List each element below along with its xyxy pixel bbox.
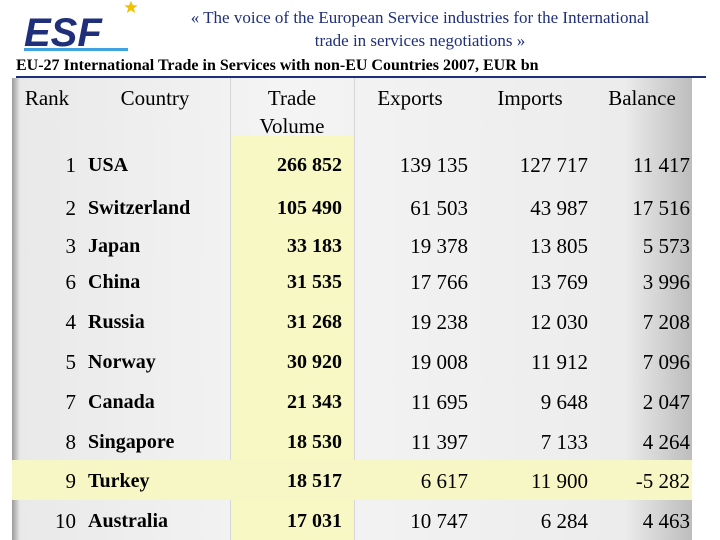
cell-imports: 12 030 <box>530 310 588 334</box>
cell-imports: 13 769 <box>530 270 588 294</box>
cell-imports: 7 133 <box>540 430 588 454</box>
cell-trade-volume: 21 343 <box>287 391 342 413</box>
cell-rank: 1 <box>65 153 77 177</box>
cell-rank: 2 <box>65 196 77 220</box>
cell-balance: 2 047 <box>642 390 690 414</box>
cell-balance: 4 463 <box>642 509 690 533</box>
column-divider <box>354 78 355 540</box>
cell-country: Japan <box>88 235 141 257</box>
header-trade-volume-line-1: Trade <box>267 86 317 110</box>
star-icon <box>124 0 138 13</box>
cell-country: Singapore <box>88 431 175 453</box>
cell-rank: 7 <box>65 390 77 414</box>
cell-balance: 17 516 <box>632 196 690 220</box>
cell-exports: 61 503 <box>410 196 468 220</box>
cell-imports: 9 648 <box>540 390 588 414</box>
cell-balance: 3 996 <box>642 270 690 294</box>
cell-imports: 127 717 <box>519 153 588 177</box>
trade-table: Rank Country Trade Volume Exports Import… <box>12 78 692 540</box>
cell-country: China <box>88 271 141 293</box>
cell-rank: 10 <box>55 509 76 533</box>
cell-trade-volume: 18 517 <box>287 470 342 492</box>
cell-balance: 4 264 <box>642 430 690 454</box>
cell-imports: 13 805 <box>530 234 588 258</box>
cell-trade-volume: 33 183 <box>287 235 342 257</box>
cell-trade-volume: 31 268 <box>287 311 342 333</box>
cell-balance: 5 573 <box>642 234 690 258</box>
cell-imports: 6 284 <box>540 509 588 533</box>
cell-country: Norway <box>88 351 156 373</box>
cell-imports: 11 900 <box>531 469 588 493</box>
header-exports: Exports <box>377 86 443 110</box>
cell-imports: 43 987 <box>530 196 588 220</box>
tagline-line-1: « The voice of the European Service indu… <box>190 8 650 27</box>
cell-balance: 7 096 <box>642 350 690 374</box>
cell-country: USA <box>88 154 129 176</box>
cell-exports: 11 397 <box>411 430 468 454</box>
cell-exports: 19 238 <box>410 310 468 334</box>
row-highlight <box>12 460 692 500</box>
cell-country: Canada <box>88 391 155 413</box>
cell-balance: -5 282 <box>635 469 690 493</box>
cell-trade-volume: 266 852 <box>277 154 342 176</box>
cell-country: Russia <box>88 311 145 333</box>
header-trade-volume-line-2: Volume <box>259 114 325 138</box>
cell-exports: 19 378 <box>410 234 468 258</box>
cell-trade-volume: 105 490 <box>277 197 342 219</box>
page-title: EU-27 International Trade in Services wi… <box>16 56 706 78</box>
slide-header: ESF « The voice of the European Service … <box>0 0 720 56</box>
cell-exports: 17 766 <box>410 270 468 294</box>
cell-balance: 11 417 <box>633 153 690 177</box>
cell-country: Australia <box>88 510 168 532</box>
esf-logo: ESF <box>24 11 128 52</box>
cell-trade-volume: 31 535 <box>287 271 342 293</box>
cell-rank: 8 <box>65 430 77 454</box>
tagline-line-2: trade in services negotiations » <box>314 31 526 50</box>
cell-exports: 139 135 <box>399 153 468 177</box>
cell-country: Switzerland <box>88 197 191 219</box>
cell-balance: 7 208 <box>642 310 690 334</box>
cell-country: Turkey <box>88 470 150 492</box>
header-imports: Imports <box>497 86 563 110</box>
cell-exports: 6 617 <box>420 469 468 493</box>
header-trade-volume: Trade Volume <box>230 84 354 140</box>
cell-rank: 9 <box>65 469 77 493</box>
cell-trade-volume: 18 530 <box>287 431 342 453</box>
tagline: « The voice of the European Service indu… <box>140 6 700 52</box>
header-balance: Balance <box>608 86 676 110</box>
cell-exports: 11 695 <box>411 390 468 414</box>
cell-trade-volume: 30 920 <box>287 351 342 373</box>
cell-rank: 4 <box>65 310 77 334</box>
cell-exports: 19 008 <box>410 350 468 374</box>
cell-trade-volume: 17 031 <box>287 510 342 532</box>
cell-exports: 10 747 <box>410 509 468 533</box>
column-divider <box>230 78 231 540</box>
cell-rank: 6 <box>65 270 77 294</box>
svg-text:ESF: ESF <box>24 11 103 52</box>
header-country: Country <box>120 86 190 110</box>
cell-rank: 3 <box>65 234 77 258</box>
cell-rank: 5 <box>65 350 77 374</box>
cell-imports: 11 912 <box>531 350 588 374</box>
header-rank: Rank <box>24 86 70 110</box>
